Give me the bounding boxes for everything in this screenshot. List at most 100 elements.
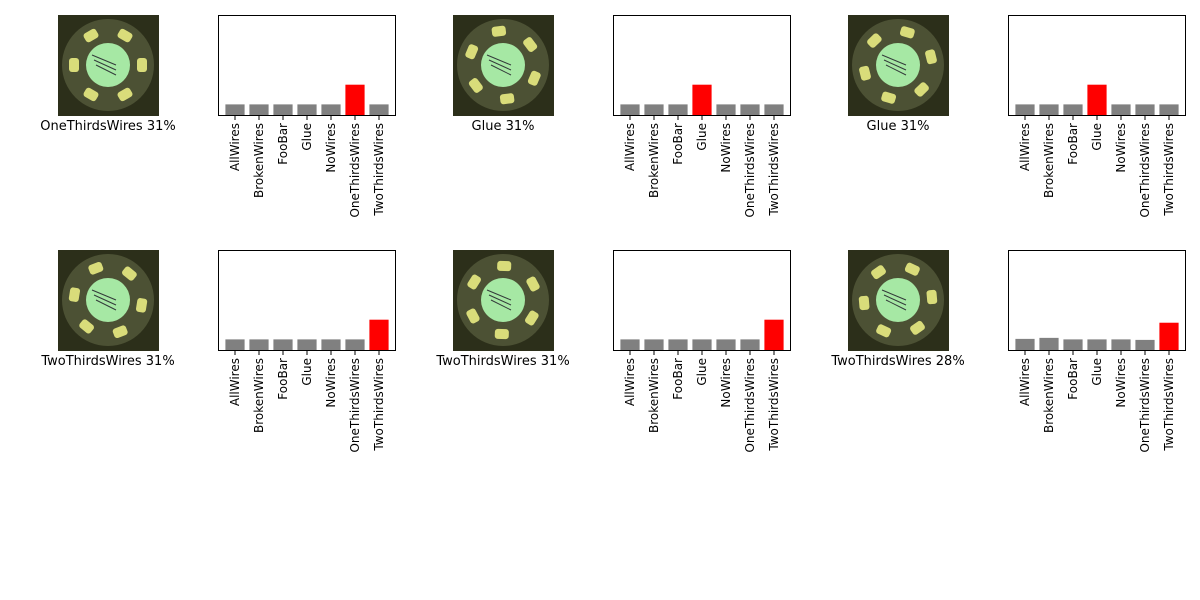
axes-frame: [218, 250, 396, 351]
wire: [881, 289, 907, 301]
bar-BrokenWires: [644, 339, 664, 351]
x-tick-label: NoWires: [719, 123, 733, 173]
contact-pad: [135, 298, 148, 313]
probability-bar-chart-svg: AllWires BrokenWires FooBar Glue NoWires OneT…: [613, 250, 791, 453]
bar-FooBar: [1063, 339, 1083, 351]
x-tick-label: Glue: [695, 358, 709, 386]
contact-pad: [467, 274, 481, 290]
bar-OneThirdsWires: [740, 104, 760, 116]
contact-pad: [527, 70, 541, 86]
contact-pad: [83, 28, 99, 43]
bar-Glue: [297, 339, 317, 351]
bar-NoWires: [321, 339, 341, 351]
x-tick-label: TwoThirdsWires: [1162, 358, 1176, 452]
x-tick-label: FooBar: [1066, 123, 1080, 165]
x-tick-label: Glue: [695, 123, 709, 151]
x-tick-label: TwoThirdsWires: [372, 358, 386, 452]
probability-bar-chart: AllWires BrokenWires FooBar Glue NoWires OneT…: [1008, 250, 1186, 453]
sample-image-graphic: [58, 15, 159, 116]
contact-pad: [112, 325, 128, 339]
x-tick-label: TwoThirdsWires: [1162, 123, 1176, 217]
axes-frame: [1008, 250, 1186, 351]
x-tick-label: NoWires: [324, 123, 338, 173]
x-tick-label: OneThirdsWires: [348, 123, 362, 218]
wire: [93, 294, 117, 306]
x-tick-label: TwoThirdsWires: [767, 358, 781, 452]
probability-bar-chart-svg: AllWires BrokenWires FooBar Glue NoWires OneT…: [1008, 15, 1186, 218]
bar-BrokenWires: [249, 104, 269, 116]
bar-TwoThirdsWires: [1159, 322, 1179, 351]
bar-NoWires: [321, 104, 341, 116]
x-tick-label: AllWires: [623, 358, 637, 406]
contact-pad: [468, 78, 483, 93]
contact-pad: [122, 266, 137, 281]
probability-bar-chart: AllWires BrokenWires FooBar Glue NoWires OneT…: [218, 15, 396, 218]
wire: [490, 299, 512, 311]
contact-pad: [69, 58, 79, 72]
contact-pad: [117, 28, 133, 43]
x-tick-label: AllWires: [1018, 123, 1032, 171]
bar-NoWires: [716, 104, 736, 116]
sensor-disk: [481, 43, 525, 87]
bar-AllWires: [1015, 338, 1035, 351]
bar-TwoThirdsWires: [1159, 104, 1179, 116]
sensor-disk: [876, 278, 920, 322]
wire: [883, 294, 907, 306]
contact-pad: [859, 65, 871, 81]
contact-pad: [899, 26, 915, 39]
bar-OneThirdsWires: [740, 339, 760, 351]
x-tick-label: BrokenWires: [252, 358, 266, 433]
x-tick-label: BrokenWires: [647, 123, 661, 198]
prediction-caption: Glue 31%: [866, 119, 930, 134]
contact-pad: [871, 265, 886, 280]
x-tick-label: AllWires: [623, 123, 637, 171]
probability-bar-chart: AllWires BrokenWires FooBar Glue NoWires OneT…: [1008, 15, 1186, 218]
prediction-caption: TwoThirdsWires 31%: [436, 354, 570, 369]
sample-image: [453, 15, 554, 116]
x-tick-label: NoWires: [1114, 123, 1128, 173]
wire: [486, 54, 512, 66]
x-tick-label: TwoThirdsWires: [767, 123, 781, 217]
contact-pad: [876, 324, 892, 338]
sensor-disk: [86, 278, 130, 322]
probability-bar-chart: AllWires BrokenWires FooBar Glue NoWires OneT…: [613, 250, 791, 453]
contact-pad: [83, 87, 99, 102]
bar-FooBar: [668, 104, 688, 116]
x-tick-label: Glue: [1090, 123, 1104, 151]
sample-image-graphic: [848, 250, 949, 351]
contact-pad: [867, 33, 882, 48]
x-tick-label: FooBar: [276, 123, 290, 165]
wire: [95, 64, 117, 76]
x-tick-label: FooBar: [276, 358, 290, 400]
x-tick-label: NoWires: [719, 358, 733, 408]
bar-FooBar: [273, 104, 293, 116]
axes-frame: [1008, 15, 1186, 116]
bar-OneThirdsWires: [345, 84, 365, 116]
contact-pad: [526, 276, 540, 292]
contact-pad: [926, 289, 938, 305]
bar-TwoThirdsWires: [764, 104, 784, 116]
x-tick-label: BrokenWires: [252, 123, 266, 198]
sample-image-graphic: [848, 15, 949, 116]
sensor-disk: [481, 278, 525, 322]
contact-pad: [881, 91, 897, 104]
contact-pad: [68, 287, 81, 302]
x-tick-label: OneThirdsWires: [348, 358, 362, 453]
contact-pad: [499, 93, 515, 105]
x-tick-label: TwoThirdsWires: [372, 123, 386, 217]
contact-pad: [137, 58, 147, 72]
bar-AllWires: [620, 339, 640, 351]
x-tick-label: OneThirdsWires: [743, 123, 757, 218]
bar-FooBar: [668, 339, 688, 351]
x-tick-label: NoWires: [1114, 358, 1128, 408]
wire: [488, 59, 512, 71]
bar-BrokenWires: [249, 339, 269, 351]
bar-OneThirdsWires: [345, 339, 365, 351]
x-tick-label: OneThirdsWires: [1138, 123, 1152, 218]
axes-frame: [218, 15, 396, 116]
x-tick-label: FooBar: [671, 358, 685, 400]
bar-NoWires: [716, 339, 736, 351]
x-tick-label: OneThirdsWires: [743, 358, 757, 453]
prediction-caption: TwoThirdsWires 31%: [41, 354, 175, 369]
bar-BrokenWires: [644, 104, 664, 116]
